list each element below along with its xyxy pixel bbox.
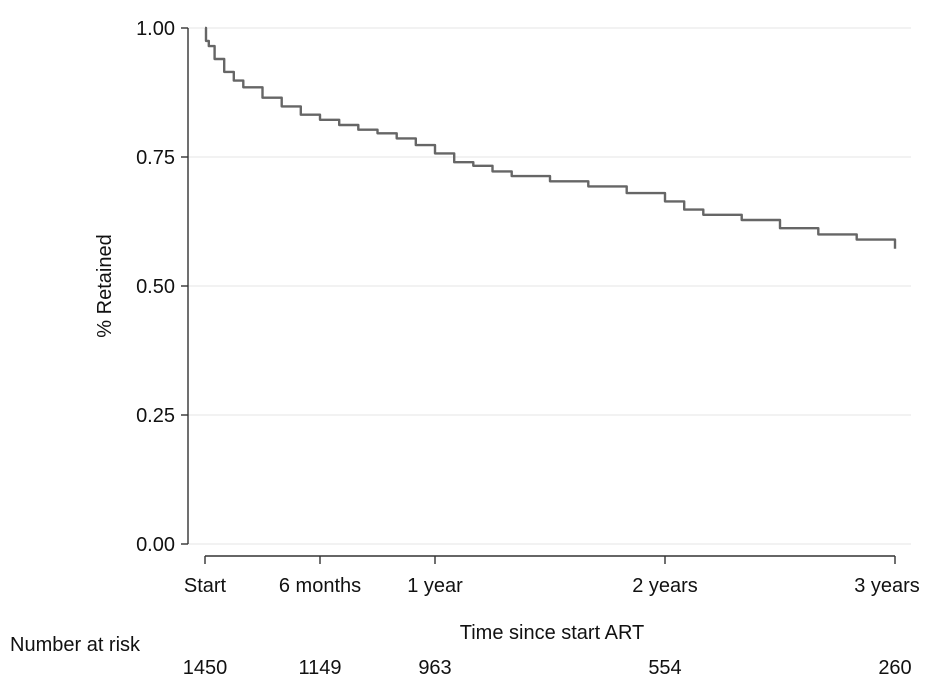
number-at-risk-label: Number at risk [10,634,141,656]
x-tick-label-4: 3 years [854,575,920,597]
y-tick-label-3: 0.75 [136,147,175,169]
y-tick-label-1: 0.25 [136,405,175,427]
gridlines [188,27,911,545]
x-tick-label-0: Start [184,575,227,597]
x-axis-title: Time since start ART [460,622,645,644]
survival-curve-0 [204,26,897,249]
y-axis-title: % Retained [94,234,116,337]
risk-count-1: 1149 [298,657,341,679]
x-tick-label-1: 6 months [279,575,361,597]
number-at-risk-row: 1450 1149 963 554 260 [183,657,912,679]
y-tick-label-0: 0.00 [136,534,175,556]
y-tick-label-4: 1.00 [136,18,175,40]
x-tick-label-3: 2 years [632,575,698,597]
risk-count-3: 554 [648,657,681,679]
risk-count-2: 963 [418,657,451,679]
risk-count-4: 260 [878,657,911,679]
y-axis-ticks: 0.00 0.25 0.50 0.75 1.00 [136,18,188,556]
y-tick-label-2: 0.50 [136,276,175,298]
x-tick-label-2: 1 year [407,575,463,597]
risk-count-0: 1450 [183,657,228,679]
x-axis-ticks: Start 6 months 1 year 2 years 3 years [184,556,920,597]
series-layer [204,26,897,249]
